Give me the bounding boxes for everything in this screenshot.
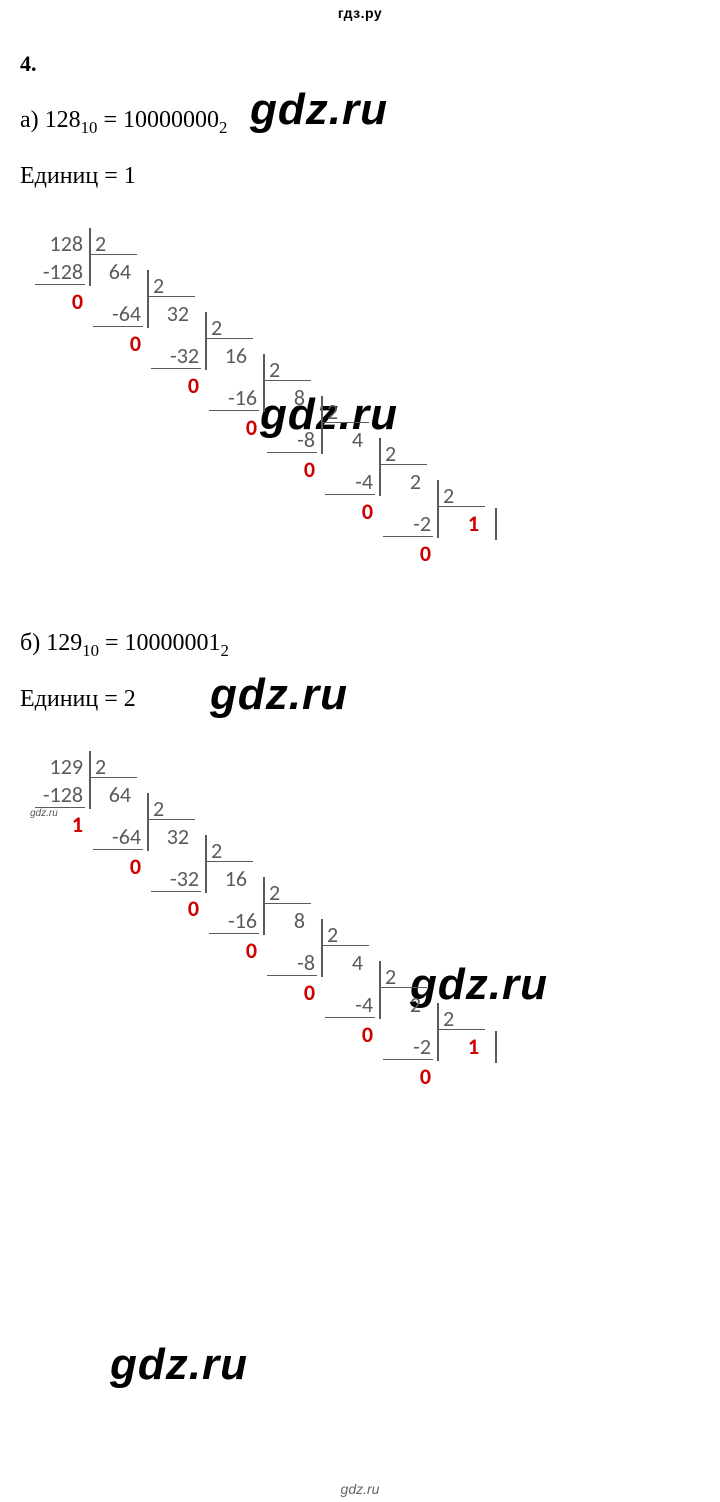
part-b-label: б) [20, 630, 40, 656]
remainder-cell: 0 [267, 456, 315, 483]
part-a-binary: 10000000 [123, 107, 219, 133]
remainder-cell: 0 [325, 498, 373, 525]
dividend-cell: 129 [35, 753, 83, 780]
quotient-cell: 2 [381, 991, 421, 1018]
subtract-cell: -128 [35, 258, 83, 285]
question-number: 4. [20, 51, 720, 77]
remainder-cell: 0 [383, 1063, 431, 1090]
part-b-decimal: 129 [46, 630, 82, 656]
units-b-value: 2 [124, 686, 136, 712]
dividend-cell: 128 [35, 230, 83, 257]
units-b-label: Единиц = [20, 686, 118, 712]
subtract-cell: -64 [93, 300, 141, 327]
divisor-cell: 2 [153, 272, 183, 299]
remainder-cell: 0 [209, 937, 257, 964]
quotient-cell: 4 [323, 949, 363, 976]
remainder-cell: 0 [35, 288, 83, 315]
quotient-cell: 1 [439, 1033, 479, 1060]
page-header: гдз.ру [0, 0, 720, 21]
quotient-cell: 2 [381, 468, 421, 495]
part-b-binary: 10000001 [125, 630, 221, 656]
remainder-cell: 0 [93, 330, 141, 357]
quotient-cell: 8 [265, 907, 305, 934]
remainder-cell: 0 [267, 979, 315, 1006]
subtract-cell: -2 [383, 1033, 431, 1060]
eq-sign: = [103, 107, 117, 133]
divisor-cell: 2 [95, 753, 125, 780]
divisor-cell: 2 [95, 230, 125, 257]
subtract-cell: -8 [267, 949, 315, 976]
subtract-cell: -64 [93, 823, 141, 850]
part-a-label: а) [20, 107, 39, 133]
watermark-5: gdz.ru [110, 1340, 248, 1390]
remainder-cell: 0 [93, 853, 141, 880]
divisor-cell: 2 [269, 879, 299, 906]
remainder-cell: 0 [151, 895, 199, 922]
remainder-cell: 0 [151, 372, 199, 399]
quotient-cell: 32 [149, 300, 189, 327]
divisor-cell: 2 [211, 837, 241, 864]
eq-sign-b: = [105, 630, 119, 656]
division-cascade-a: 128-1280264-640232-320216-16028-8024-402… [35, 230, 720, 590]
divisor-cell: 2 [385, 440, 415, 467]
watermark-3: gdz.ru [210, 670, 348, 720]
subtract-cell: -32 [151, 865, 199, 892]
subtract-cell: -16 [209, 384, 257, 411]
remainder-cell: 0 [325, 1021, 373, 1048]
quotient-cell: 16 [207, 865, 247, 892]
quotient-cell: 32 [149, 823, 189, 850]
remainder-cell: 0 [209, 414, 257, 441]
division-cascade-b: gdz.ru 129-1281264-640232-320216-16028-8… [35, 753, 720, 1113]
units-a: Единиц = 1 [20, 163, 720, 190]
subtract-cell: -4 [325, 468, 373, 495]
divisor-cell: 2 [153, 795, 183, 822]
part-b-binbase: 2 [221, 641, 229, 660]
part-a-decbase: 10 [81, 118, 98, 137]
part-a-decimal: 128 [45, 107, 81, 133]
divisor-cell: 2 [443, 1005, 473, 1032]
units-b: Единиц = 2 [20, 686, 720, 713]
part-a-binbase: 2 [219, 118, 227, 137]
units-a-label: Единиц = [20, 163, 118, 189]
quotient-cell: 64 [91, 781, 131, 808]
remainder-cell: 0 [383, 540, 431, 567]
subtract-cell: -8 [267, 426, 315, 453]
page-footer: gdz.ru [0, 1481, 720, 1497]
units-a-value: 1 [124, 163, 136, 189]
part-b-decbase: 10 [82, 641, 99, 660]
quotient-cell: 8 [265, 384, 305, 411]
equation-b: б) 12910 = 100000012 [20, 630, 720, 661]
divisor-cell: 2 [443, 482, 473, 509]
subtract-cell: -128 [35, 781, 83, 808]
quotient-cell: 64 [91, 258, 131, 285]
quotient-cell: 4 [323, 426, 363, 453]
divisor-cell: 2 [327, 398, 357, 425]
divisor-cell: 2 [211, 314, 241, 341]
divisor-cell: 2 [385, 963, 415, 990]
subtract-cell: -32 [151, 342, 199, 369]
remainder-cell: 1 [35, 811, 83, 838]
divisor-cell: 2 [327, 921, 357, 948]
quotient-cell: 16 [207, 342, 247, 369]
subtract-cell: -2 [383, 510, 431, 537]
quotient-cell: 1 [439, 510, 479, 537]
subtract-cell: -4 [325, 991, 373, 1018]
watermark-1: gdz.ru [250, 85, 388, 135]
subtract-cell: -16 [209, 907, 257, 934]
divisor-cell: 2 [269, 356, 299, 383]
